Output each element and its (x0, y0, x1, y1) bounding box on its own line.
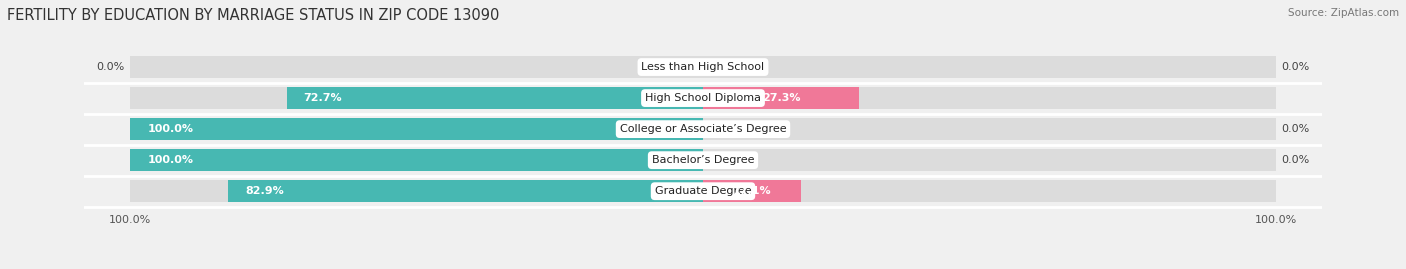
Text: 27.3%: 27.3% (762, 93, 800, 103)
Bar (703, 87, 1275, 109)
Text: 0.0%: 0.0% (96, 62, 125, 72)
Bar (228, 180, 703, 202)
Bar (131, 118, 703, 140)
Text: 17.1%: 17.1% (733, 186, 772, 196)
Bar (703, 56, 1275, 78)
Bar (131, 56, 703, 78)
Bar (131, 118, 703, 140)
Text: 82.9%: 82.9% (245, 186, 284, 196)
Text: FERTILITY BY EDUCATION BY MARRIAGE STATUS IN ZIP CODE 13090: FERTILITY BY EDUCATION BY MARRIAGE STATU… (7, 8, 499, 23)
Text: 0.0%: 0.0% (1281, 155, 1310, 165)
Bar (287, 87, 703, 109)
Text: 0.0%: 0.0% (1281, 124, 1310, 134)
Bar (703, 180, 1275, 202)
Bar (131, 149, 703, 171)
Bar (703, 180, 801, 202)
Bar (131, 87, 703, 109)
Bar (131, 149, 703, 171)
Text: 100.0%: 100.0% (148, 124, 194, 134)
Text: 0.0%: 0.0% (1281, 62, 1310, 72)
Bar (131, 180, 703, 202)
Text: Source: ZipAtlas.com: Source: ZipAtlas.com (1288, 8, 1399, 18)
Text: 72.7%: 72.7% (304, 93, 343, 103)
Bar (703, 87, 859, 109)
Text: Bachelor’s Degree: Bachelor’s Degree (652, 155, 754, 165)
Bar (703, 149, 1275, 171)
Text: College or Associate’s Degree: College or Associate’s Degree (620, 124, 786, 134)
Text: Less than High School: Less than High School (641, 62, 765, 72)
Bar (703, 118, 1275, 140)
Text: Graduate Degree: Graduate Degree (655, 186, 751, 196)
Text: High School Diploma: High School Diploma (645, 93, 761, 103)
Text: 100.0%: 100.0% (148, 155, 194, 165)
